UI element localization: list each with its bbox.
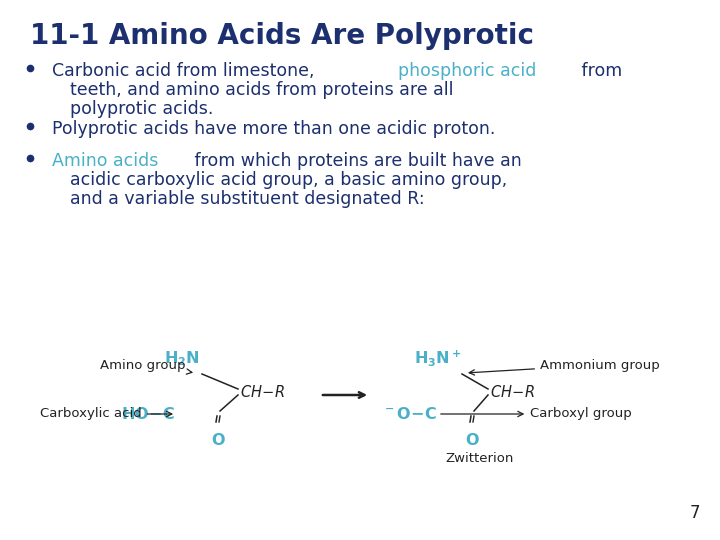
Text: $CH\!-\!R$: $CH\!-\!R$ xyxy=(240,384,285,400)
Text: $\mathbf{HO\!-\!C}$: $\mathbf{HO\!-\!C}$ xyxy=(121,406,175,422)
Text: Carboxylic acid: Carboxylic acid xyxy=(40,408,172,421)
Text: Zwitterion: Zwitterion xyxy=(446,452,514,465)
Text: Ammonium group: Ammonium group xyxy=(469,359,660,375)
Text: 11-1 Amino Acids Are Polyprotic: 11-1 Amino Acids Are Polyprotic xyxy=(30,22,534,50)
Text: $\mathbf{H_3N^+}$: $\mathbf{H_3N^+}$ xyxy=(414,348,462,368)
Text: $\mathbf{H_2N}$: $\mathbf{H_2N}$ xyxy=(164,349,200,368)
Text: $\mathbf{^-O\!-\!C}$: $\mathbf{^-O\!-\!C}$ xyxy=(382,406,437,422)
Text: and a variable substituent designated R:: and a variable substituent designated R: xyxy=(70,190,425,208)
Text: Amino acids: Amino acids xyxy=(52,152,158,170)
Text: Polyprotic acids have more than one acidic proton.: Polyprotic acids have more than one acid… xyxy=(52,120,495,138)
Text: from which proteins are built have an: from which proteins are built have an xyxy=(189,152,522,170)
Text: 7: 7 xyxy=(690,504,700,522)
Text: $CH\!-\!R$: $CH\!-\!R$ xyxy=(490,384,535,400)
Text: polyprotic acids.: polyprotic acids. xyxy=(70,100,213,118)
Text: $\mathbf{O}$: $\mathbf{O}$ xyxy=(464,432,480,448)
Text: acidic carboxylic acid group, a basic amino group,: acidic carboxylic acid group, a basic am… xyxy=(70,171,508,189)
Text: Amino group: Amino group xyxy=(100,359,192,374)
Text: phosphoric acid: phosphoric acid xyxy=(398,62,536,80)
Text: Carbonic acid from limestone,: Carbonic acid from limestone, xyxy=(52,62,320,80)
Text: Carboxyl group: Carboxyl group xyxy=(441,408,631,421)
Text: $\mathbf{O}$: $\mathbf{O}$ xyxy=(211,432,225,448)
Text: teeth, and amino acids from proteins are all: teeth, and amino acids from proteins are… xyxy=(70,81,454,99)
Text: from: from xyxy=(576,62,623,80)
